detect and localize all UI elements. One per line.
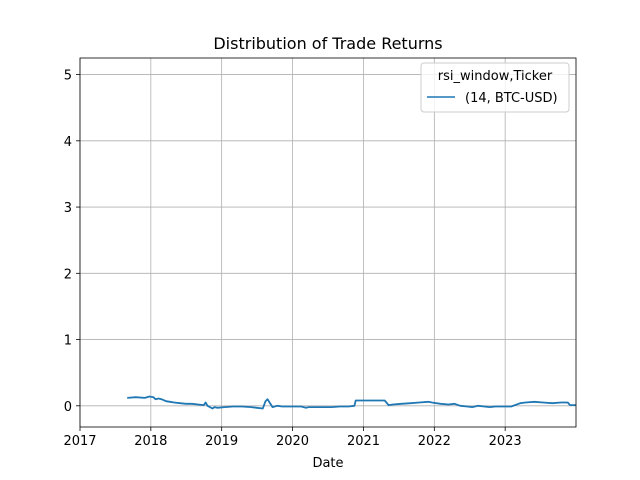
y-tick-label: 4 [64, 135, 72, 150]
x-tick-label: 2019 [205, 434, 238, 449]
series-layer [127, 395, 576, 410]
x-tick-label: 2018 [134, 434, 167, 449]
x-tick-label: 2020 [276, 434, 309, 449]
y-tick-label: 0 [64, 400, 72, 415]
x-axis: 2017 2018 2019 2020 2021 2022 2023 [63, 427, 522, 449]
y-tick-label: 3 [64, 201, 72, 216]
y-tick-label: 5 [64, 69, 72, 84]
x-tick-label: 2022 [418, 434, 451, 449]
legend: rsi_window,Ticker (14, BTC-USD) [420, 62, 570, 113]
x-tick-label: 2023 [489, 434, 522, 449]
y-axis: 0 1 2 3 4 5 [64, 69, 80, 415]
y-tick-label: 2 [64, 267, 72, 282]
x-tick-label: 2017 [63, 434, 96, 449]
x-tick-label: 2021 [347, 434, 380, 449]
x-axis-title: Date [312, 456, 343, 471]
plot-frame [79, 57, 577, 428]
y-tick-label: 1 [64, 334, 72, 349]
legend-entry-label: (14, BTC-USD) [465, 91, 558, 106]
grid-lines [79, 58, 576, 427]
series-line [127, 395, 576, 410]
chart-title: Distribution of Trade Returns [213, 34, 442, 53]
legend-title: rsi_window,Ticker [438, 69, 553, 84]
legend-box [420, 62, 570, 113]
